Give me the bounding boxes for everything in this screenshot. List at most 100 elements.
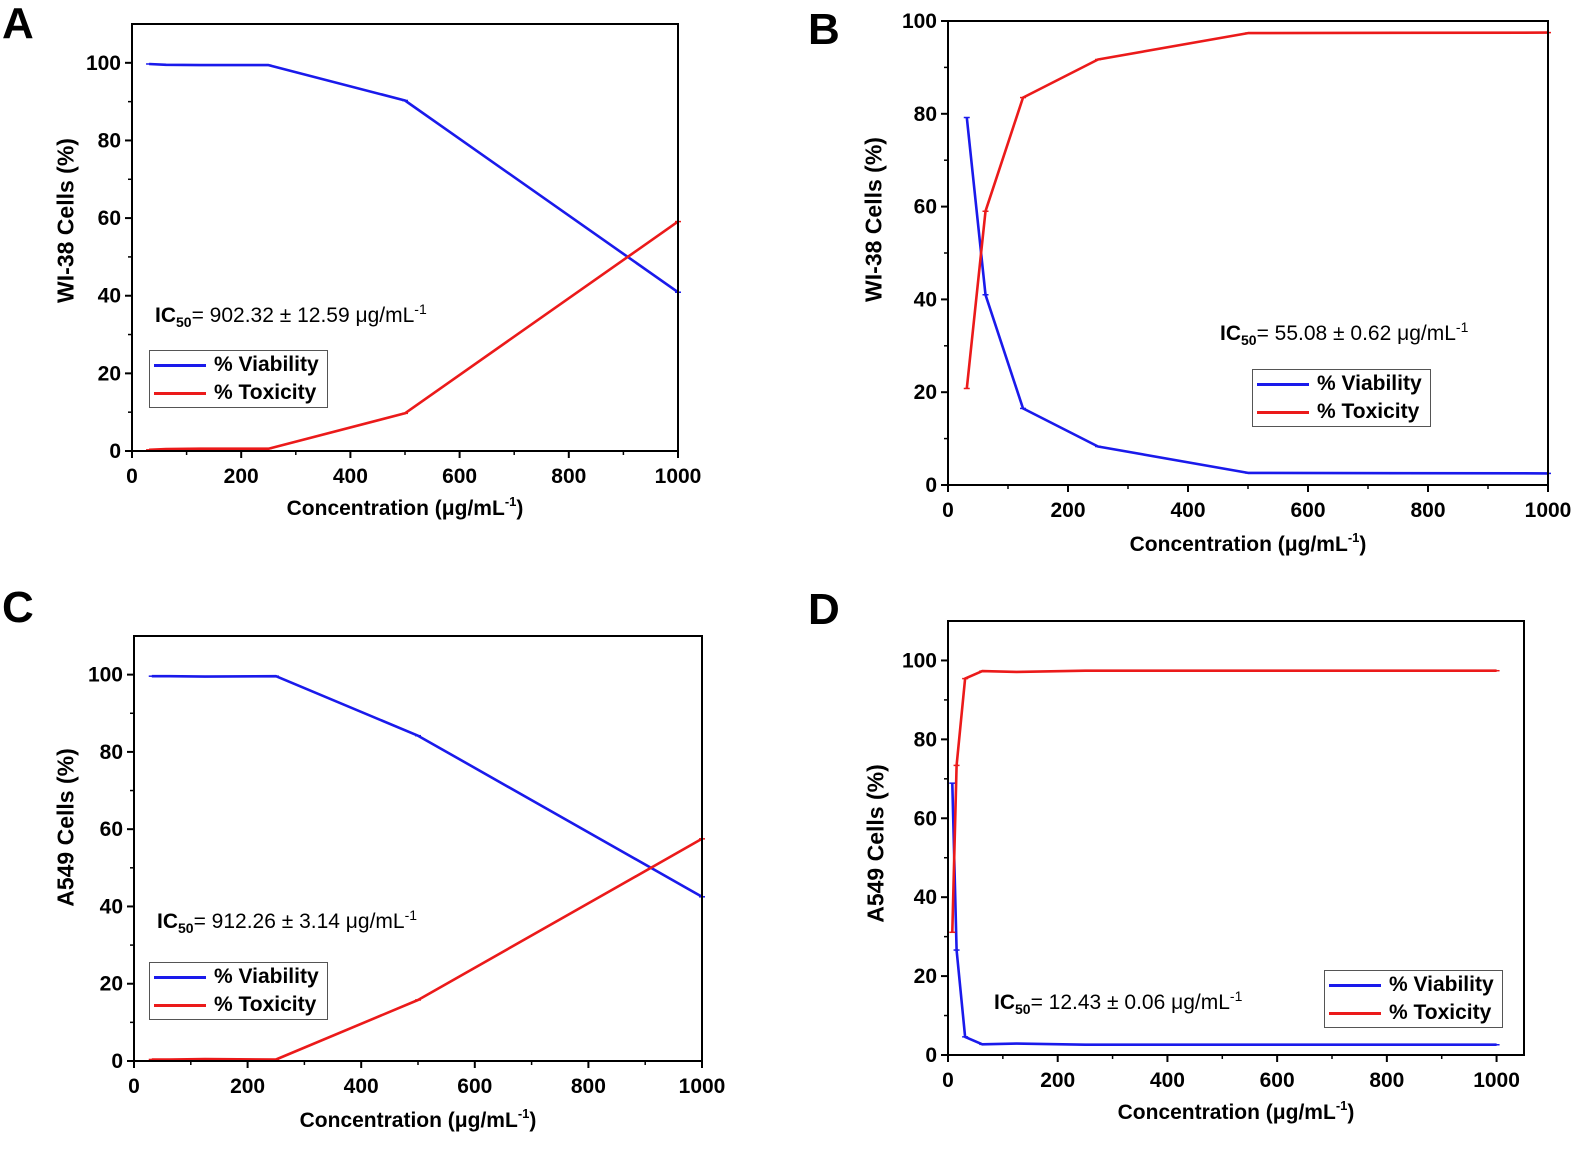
ic50-annotation-d: IC50= 12.43 ± 0.06 μg/mL-1 <box>994 989 1242 1016</box>
y-axis-label-a: WI-38 Cells (%) <box>52 138 79 303</box>
panel-label-c: C <box>2 583 34 632</box>
legend-d: % Viability % Toxicity <box>1324 970 1503 1028</box>
legend-b-toxicity-swatch <box>1257 410 1309 414</box>
chart-panel-c: C 0 20 40 60 80 100 0 200 400 600 800 1000 A549 Cel… <box>0 580 790 1156</box>
x-axis-label-d-text: Concentration ( <box>1117 1101 1273 1124</box>
y-tick-label-b-80: 80 <box>914 103 937 126</box>
x-axis-label-a-unit: μg/mL <box>441 497 505 520</box>
ic50-annotation-c: IC50= 912.26 ± 3.14 μg/mL-1 <box>157 908 417 935</box>
x-tick-label-c-800: 800 <box>571 1075 606 1098</box>
y-tick-label-d-20: 20 <box>914 965 937 988</box>
y-tick-label-c-80: 80 <box>100 741 123 764</box>
chart-panel-b: B 0 20 40 60 80 100 0 200 400 600 800 1000 WI-38 Ce… <box>800 0 1595 560</box>
y-tick-label-a-20: 20 <box>98 362 121 385</box>
y-tick-label-b-20: 20 <box>914 381 937 404</box>
legend-b-viability: % Viability <box>1253 370 1430 398</box>
y-tick-label-b-0: 0 <box>925 474 937 497</box>
x-axis-label-b-text: Concentration ( <box>1129 533 1285 556</box>
chart-panel-a: A 0 20 40 60 80 100 0 200 400 600 800 1000 WI-38 Ce… <box>0 0 790 560</box>
y-axis-label-c: A549 Cells (%) <box>52 748 79 907</box>
legend-a-viability-label: % Viability <box>214 353 319 376</box>
ic50-value-d: = 12.43 ± 0.06 μg/mL <box>1030 991 1230 1014</box>
x-tick-label-d-0: 0 <box>942 1069 954 1092</box>
plot-frame-d <box>947 620 1525 1056</box>
y-tick-label-a-0: 0 <box>109 440 121 463</box>
y-tick-label-d-80: 80 <box>914 728 937 751</box>
ic50-sub-d: 50 <box>1015 1001 1031 1017</box>
legend-c-viability: % Viability <box>150 963 327 991</box>
series-line-b-viability <box>965 117 1549 475</box>
y-tick-label-d-60: 60 <box>914 807 937 830</box>
series-line-a-viability <box>149 62 679 294</box>
legend-d-viability-label: % Viability <box>1389 973 1494 996</box>
x-axis-label-c-text: Concentration ( <box>299 1109 455 1132</box>
chart-panel-d: D 0 20 40 60 80 100 0 200 400 600 800 1000 A549 Cel… <box>800 580 1595 1156</box>
y-tick-label-c-100: 100 <box>88 664 123 687</box>
x-tick-label-b-400: 400 <box>1170 499 1205 522</box>
legend-c: % Viability % Toxicity <box>149 962 328 1020</box>
x-tick-label-b-800: 800 <box>1410 499 1445 522</box>
ic50-value-a: = 902.32 ± 12.59 μg/mL <box>191 304 415 327</box>
y-tick-label-a-60: 60 <box>98 207 121 230</box>
series-line-a-toxicity <box>149 220 679 452</box>
x-tick-label-c-400: 400 <box>344 1075 379 1098</box>
x-tick-label-c-600: 600 <box>457 1075 492 1098</box>
x-tick-label-d-1000: 1000 <box>1473 1069 1520 1092</box>
x-tick-label-c-200: 200 <box>230 1075 265 1098</box>
ic50-sup-c: -1 <box>404 907 418 923</box>
ic50-prefix-a: IC <box>155 304 176 327</box>
y-tick-label-c-60: 60 <box>100 818 123 841</box>
x-tick-label-d-200: 200 <box>1040 1069 1075 1092</box>
x-tick-label-b-600: 600 <box>1290 499 1325 522</box>
x-tick-label-a-200: 200 <box>224 465 259 488</box>
series-line-b-toxicity <box>965 31 1549 389</box>
x-tick-label-d-800: 800 <box>1369 1069 1404 1092</box>
ic50-value-c: = 912.26 ± 3.14 μg/mL <box>193 910 405 933</box>
y-tick-label-b-100: 100 <box>902 10 937 33</box>
ic50-sub-b: 50 <box>1241 332 1257 348</box>
legend-d-toxicity-swatch <box>1329 1011 1381 1015</box>
y-tick-label-d-100: 100 <box>902 649 937 672</box>
x-axis-label-c: Concentration (μg/mL-1) <box>134 1106 702 1133</box>
series-line-d-viability <box>951 783 1497 1047</box>
y-tick-label-a-80: 80 <box>98 129 121 152</box>
x-axis-label-d-sup: -1 <box>1335 1098 1348 1113</box>
x-tick-label-b-0: 0 <box>942 499 954 522</box>
y-tick-label-c-40: 40 <box>100 895 123 918</box>
legend-d-viability: % Viability <box>1325 971 1502 999</box>
y-tick-label-b-40: 40 <box>914 288 937 311</box>
legend-d-viability-swatch <box>1329 983 1381 987</box>
legend-b: % Viability % Toxicity <box>1252 369 1431 427</box>
series-line-d-toxicity <box>951 669 1497 933</box>
x-tick-label-a-800: 800 <box>551 465 586 488</box>
y-axis-label-b: WI-38 Cells (%) <box>860 137 887 302</box>
legend-c-toxicity-swatch <box>154 1003 206 1007</box>
x-axis-label-d-unit: μg/mL <box>1272 1101 1336 1124</box>
y-tick-label-a-100: 100 <box>86 52 121 75</box>
legend-c-viability-label: % Viability <box>214 965 319 988</box>
series-line-c-toxicity <box>151 837 703 1061</box>
x-axis-label-d-close: ) <box>1347 1101 1355 1124</box>
legend-b-toxicity-label: % Toxicity <box>1317 400 1420 423</box>
ic50-prefix-c: IC <box>157 910 178 933</box>
x-tick-label-a-600: 600 <box>442 465 477 488</box>
legend-b-toxicity: % Toxicity <box>1253 398 1430 426</box>
x-axis-label-b: Concentration (μg/mL-1) <box>948 530 1548 557</box>
legend-b-viability-label: % Viability <box>1317 372 1422 395</box>
legend-a-viability: % Viability <box>150 351 327 379</box>
y-tick-label-d-0: 0 <box>925 1044 937 1067</box>
ic50-value-b: = 55.08 ± 0.62 μg/mL <box>1256 322 1456 345</box>
ic50-sup-b: -1 <box>1455 319 1469 335</box>
legend-a-toxicity: % Toxicity <box>150 379 327 407</box>
x-axis-label-c-unit: μg/mL <box>454 1109 518 1132</box>
x-tick-label-a-400: 400 <box>333 465 368 488</box>
legend-c-viability-swatch <box>154 975 206 979</box>
x-axis-label-a-sup: -1 <box>504 494 517 509</box>
panel-label-a: A <box>2 0 34 48</box>
x-tick-label-a-1000: 1000 <box>655 465 702 488</box>
series-line-c-viability <box>151 674 703 898</box>
legend-d-toxicity-label: % Toxicity <box>1389 1001 1492 1024</box>
